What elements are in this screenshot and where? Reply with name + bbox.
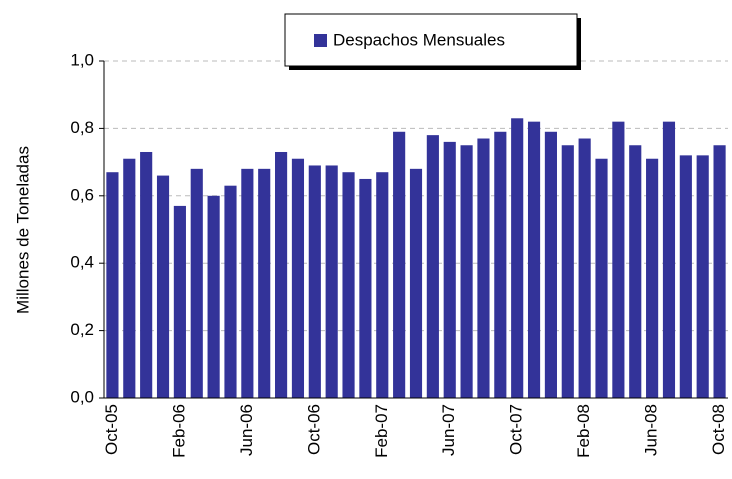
legend-swatch <box>314 34 327 47</box>
bar <box>123 158 136 398</box>
bar <box>578 138 591 398</box>
bar <box>258 168 271 398</box>
bar <box>409 168 423 398</box>
bar <box>561 145 574 398</box>
bar <box>106 172 119 398</box>
x-tick-label: Feb-06 <box>169 404 188 458</box>
bar <box>477 138 490 398</box>
legend-label: Despachos Mensuales <box>333 30 505 49</box>
x-tick-label: Jun-06 <box>237 404 256 456</box>
bar <box>629 145 642 398</box>
y-axis-title: Millones de Toneladas <box>13 146 32 314</box>
x-tick-label: Oct-06 <box>304 404 323 455</box>
bar <box>426 135 439 398</box>
bar <box>460 145 473 398</box>
x-tick-label: Jun-08 <box>642 404 661 456</box>
y-tick-label: 0,4 <box>70 253 94 272</box>
bar <box>679 155 692 398</box>
bar <box>275 151 288 398</box>
bar <box>241 168 254 398</box>
bar <box>342 172 355 398</box>
bar <box>443 141 456 398</box>
y-tick-label: 0,6 <box>70 185 94 204</box>
bar <box>308 165 321 398</box>
bar <box>713 145 726 398</box>
bar <box>393 131 406 398</box>
bar <box>156 175 170 398</box>
x-tick-label: Feb-07 <box>372 404 391 458</box>
bar <box>511 118 524 398</box>
x-tick-label: Feb-08 <box>574 404 593 458</box>
bar <box>173 205 186 398</box>
bar <box>325 165 338 398</box>
y-tick-label: 0,8 <box>70 118 94 137</box>
bar <box>140 151 153 398</box>
bar <box>291 158 305 398</box>
bar <box>207 195 220 398</box>
bar <box>527 121 541 398</box>
y-tick-label: 1,0 <box>70 50 94 69</box>
x-tick-label: Oct-08 <box>709 404 728 455</box>
bar <box>595 158 608 398</box>
legend-box <box>284 13 578 67</box>
bar <box>494 131 507 398</box>
bar <box>662 121 676 398</box>
y-tick-label: 0,0 <box>70 387 94 406</box>
bar <box>696 155 709 398</box>
bar <box>612 121 625 398</box>
x-tick-label: Oct-05 <box>102 404 121 455</box>
bar <box>376 172 389 398</box>
x-tick-label: Oct-07 <box>507 404 526 455</box>
bar <box>359 178 372 398</box>
bar <box>646 158 659 398</box>
y-tick-label: 0,2 <box>70 320 94 339</box>
bar <box>224 185 237 398</box>
bar <box>190 168 203 398</box>
x-tick-label: Jun-07 <box>439 404 458 456</box>
bar <box>544 131 557 398</box>
